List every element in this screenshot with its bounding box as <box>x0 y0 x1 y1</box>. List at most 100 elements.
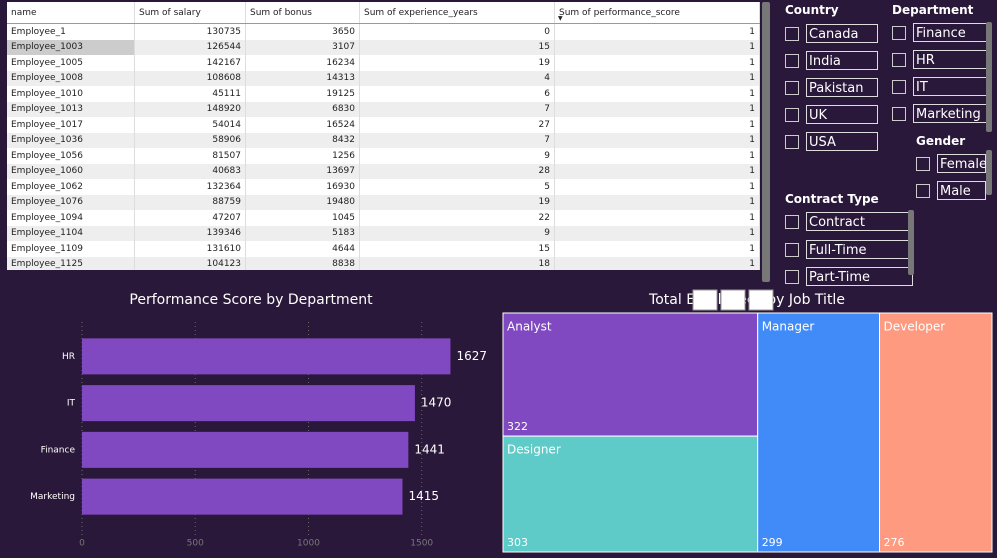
table-cell: 14313 <box>245 70 360 86</box>
table-cell: 4 <box>359 70 555 86</box>
table-cell: Employee_1094 <box>7 210 135 226</box>
table-row[interactable]: Employee_1104 139346 5183 9 1 <box>7 225 760 241</box>
table-cell: 1 <box>554 163 760 179</box>
table-cell: 1 <box>554 101 760 117</box>
sort-arrow: ▼ <box>558 15 563 22</box>
table-row[interactable]: Employee_1017 54014 16524 27 1 <box>7 117 760 133</box>
data-label: 1441 <box>414 442 445 456</box>
table-cell: Employee_1005 <box>7 55 135 71</box>
bar <box>82 338 451 375</box>
tile-label: Manager <box>762 320 815 334</box>
slicer-item[interactable]: Canada <box>806 24 878 43</box>
treemap-tile <box>502 435 759 553</box>
table-row[interactable]: Employee_1013 148920 6830 7 1 <box>7 101 760 117</box>
checkbox[interactable] <box>785 54 799 68</box>
y-tick-label: HR <box>62 352 75 362</box>
checkbox[interactable] <box>892 53 906 67</box>
table-row[interactable]: Employee_1109 131610 4644 15 1 <box>7 241 760 257</box>
checkbox[interactable] <box>785 242 799 257</box>
table-row[interactable]: Employee_1060 40683 13697 28 1 <box>7 163 760 179</box>
table-cell: 1045 <box>245 210 360 226</box>
table-cell: 5183 <box>245 225 360 241</box>
tile-value: 303 <box>507 536 528 549</box>
table-cell: 1 <box>554 117 760 133</box>
table-cell: 6 <box>359 86 555 102</box>
slicer-item[interactable]: Male <box>937 181 986 200</box>
table-row[interactable]: Employee_1010 45111 19125 6 1 <box>7 86 760 102</box>
table-cell: 108608 <box>134 70 246 86</box>
table-row[interactable]: Employee_1008 108608 14313 4 1 <box>7 70 760 86</box>
slicer-title: Contract Type <box>785 192 879 206</box>
table-row[interactable]: Employee_1076 88759 19480 19 1 <box>7 194 760 210</box>
checkbox[interactable] <box>892 107 906 121</box>
table-cell: 3650 <box>245 23 360 40</box>
checkbox[interactable] <box>785 81 799 95</box>
checkbox[interactable] <box>785 108 799 122</box>
table-cell: 5 <box>359 179 555 195</box>
table-cell: 1 <box>554 23 760 40</box>
bar <box>82 431 409 468</box>
table-cell: 9 <box>359 148 555 164</box>
slicer-item[interactable]: India <box>806 51 878 70</box>
x-tick-label: 1500 <box>410 539 433 549</box>
tile-label: Designer <box>507 443 561 457</box>
visual-icon[interactable] <box>692 289 718 311</box>
table-cell: 47207 <box>134 210 246 226</box>
slicer-item[interactable]: Pakistan <box>806 78 878 97</box>
slicer-item[interactable]: UK <box>806 105 878 124</box>
checkbox[interactable] <box>916 184 930 198</box>
visual-icon[interactable] <box>748 289 774 311</box>
table-row[interactable]: Employee_1056 81507 1256 9 1 <box>7 148 760 164</box>
table-row[interactable]: Employee_1003 126544 3107 15 1 <box>7 39 760 55</box>
table-cell: 40683 <box>134 163 246 179</box>
table-row[interactable]: Employee_1 130735 3650 0 1 <box>7 23 760 40</box>
table-cell: 22 <box>359 210 555 226</box>
table-cell: 18 <box>359 256 555 270</box>
table-row[interactable]: Employee_1094 47207 1045 22 1 <box>7 210 760 226</box>
tile-value: 322 <box>507 420 528 433</box>
table-row[interactable]: Employee_1005 142167 16234 19 1 <box>7 55 760 71</box>
checkbox[interactable] <box>892 80 906 94</box>
table-cell: 1 <box>554 225 760 241</box>
checkbox[interactable] <box>785 135 799 149</box>
table-cell: 142167 <box>134 55 246 71</box>
table-cell: 45111 <box>134 86 246 102</box>
table-cell: 1 <box>554 39 760 55</box>
x-tick-label: 1000 <box>297 539 320 549</box>
table-cell: Employee_1060 <box>7 163 135 179</box>
checkbox[interactable] <box>892 26 906 40</box>
checkbox[interactable] <box>785 215 799 229</box>
table-cell: 1 <box>554 148 760 164</box>
table-cell: 88759 <box>134 194 246 210</box>
table-row[interactable]: Employee_1062 132364 16930 5 1 <box>7 179 760 195</box>
slicer-item[interactable]: USA <box>806 132 878 151</box>
tile-label: Developer <box>884 320 946 334</box>
table-cell: 16234 <box>245 55 360 71</box>
table: name Sum of salary Sum of bonus Sum of expe… <box>7 2 760 270</box>
slicer-item[interactable]: Female <box>937 154 987 173</box>
data-label: 1415 <box>408 489 439 503</box>
checkbox[interactable] <box>916 157 930 171</box>
table-cell: 130735 <box>134 23 246 40</box>
checkbox[interactable] <box>785 27 799 41</box>
treemap-tile <box>757 312 881 553</box>
treemap-tile <box>502 312 759 437</box>
table-cell: 4644 <box>245 241 360 257</box>
slicer-item[interactable]: Part-Time <box>806 267 913 286</box>
table-cell: 1 <box>554 179 760 195</box>
table-row[interactable]: Employee_1036 58906 8432 7 1 <box>7 132 760 148</box>
x-tick-label: 500 <box>187 539 204 549</box>
table-cell: 19 <box>359 55 555 71</box>
table-cell: 1 <box>554 241 760 257</box>
visual-icon[interactable] <box>720 289 746 311</box>
table-cell: 148920 <box>134 101 246 117</box>
table-row[interactable]: Employee_1125 104123 8838 18 1 <box>7 256 760 270</box>
column-header: Sum of performance_score ▼ <box>554 2 760 24</box>
table-cell: Employee_1062 <box>7 179 135 195</box>
checkbox[interactable] <box>785 270 799 284</box>
column-header: Sum of experience_years <box>359 2 555 24</box>
table-cell: 27 <box>359 117 555 133</box>
data-label: 1470 <box>421 396 452 410</box>
y-tick-label: Marketing <box>30 492 75 502</box>
scrollbar[interactable] <box>762 2 770 282</box>
